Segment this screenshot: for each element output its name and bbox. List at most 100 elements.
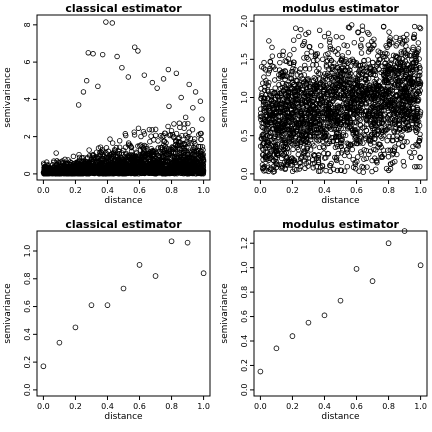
data-point: [187, 135, 194, 142]
data-point: [191, 139, 197, 145]
data-point: [417, 163, 423, 170]
data-point: [258, 95, 264, 101]
data-point: [326, 162, 333, 169]
data-point: [332, 48, 338, 55]
data-point: [308, 49, 315, 55]
data-point: [266, 68, 273, 74]
data-point: [398, 51, 405, 57]
data-point: [301, 38, 308, 45]
data-point: [160, 76, 167, 82]
data-point: [310, 157, 316, 163]
data-point: [182, 114, 189, 121]
data-point: [393, 43, 399, 49]
data-point: [281, 115, 288, 121]
data-point: [273, 120, 280, 126]
data-point: [270, 169, 277, 175]
data-point: [140, 165, 147, 171]
data-point: [97, 167, 103, 174]
data-point: [388, 69, 395, 76]
data-point: [63, 160, 69, 166]
data-point: [408, 53, 414, 59]
data-point: [187, 170, 193, 177]
data-point: [185, 140, 192, 147]
data-point: [141, 145, 147, 151]
data-point: [163, 140, 169, 146]
data-point: [276, 161, 282, 168]
data-point: [170, 160, 176, 166]
data-point: [333, 157, 340, 164]
data-point: [148, 133, 154, 139]
data-point: [76, 154, 83, 161]
data-point: [182, 132, 189, 139]
data-point: [284, 73, 290, 79]
data-point: [185, 151, 191, 157]
data-point: [367, 138, 374, 144]
data-point: [197, 98, 204, 104]
data-point: [103, 145, 110, 151]
data-point: [357, 117, 363, 123]
data-point: [384, 137, 390, 144]
data-point: [116, 159, 123, 166]
data-point: [149, 79, 156, 86]
data-point: [261, 59, 267, 66]
data-point: [366, 136, 372, 143]
data-point: [151, 164, 157, 171]
data-point: [196, 131, 202, 138]
data-point: [292, 88, 299, 95]
data-point: [416, 90, 423, 97]
data-point: [94, 159, 100, 165]
data-point: [144, 150, 150, 157]
data-point: [317, 168, 323, 174]
data-point: [192, 145, 198, 151]
data-point: [162, 130, 168, 136]
data-point: [327, 36, 333, 43]
data-point: [195, 168, 201, 174]
data-point: [343, 132, 349, 139]
data-point: [391, 84, 398, 90]
data-point: [362, 135, 369, 141]
data-point: [293, 25, 299, 31]
data-point: [93, 149, 100, 156]
data-point: [71, 164, 78, 171]
data-point: [154, 85, 160, 91]
data-point: [131, 154, 137, 160]
data-point: [86, 147, 92, 153]
data-point: [197, 149, 204, 155]
data-point: [344, 140, 350, 146]
data-point: [183, 156, 189, 162]
data-point: [367, 141, 374, 147]
x-tick-label: 0.6: [350, 186, 363, 195]
data-point: [90, 153, 96, 159]
data-point: [323, 167, 329, 174]
data-point: [258, 110, 264, 117]
data-point: [300, 130, 306, 136]
data-point: [341, 42, 347, 48]
data-point: [141, 72, 148, 78]
data-point: [93, 154, 99, 160]
data-point: [341, 152, 348, 159]
data-point: [123, 164, 129, 170]
data-point: [414, 73, 420, 79]
data-point: [199, 159, 205, 165]
data-point: [97, 144, 104, 150]
y-tick-label: 0: [23, 171, 32, 176]
data-point: [273, 147, 279, 154]
data-point: [176, 134, 182, 141]
data-point: [329, 81, 335, 87]
data-point: [368, 123, 375, 129]
data-point: [321, 73, 327, 79]
data-point: [359, 71, 365, 77]
data-point: [166, 103, 172, 109]
data-point: [353, 70, 359, 77]
data-point: [293, 120, 300, 126]
data-point: [344, 164, 350, 170]
y-tick-label: 8: [23, 22, 32, 27]
data-point: [290, 146, 296, 153]
data-point: [326, 66, 332, 72]
data-point: [386, 29, 392, 35]
data-point: [305, 56, 311, 62]
data-point: [357, 66, 363, 72]
data-point: [380, 24, 387, 30]
data-point: [290, 37, 297, 43]
